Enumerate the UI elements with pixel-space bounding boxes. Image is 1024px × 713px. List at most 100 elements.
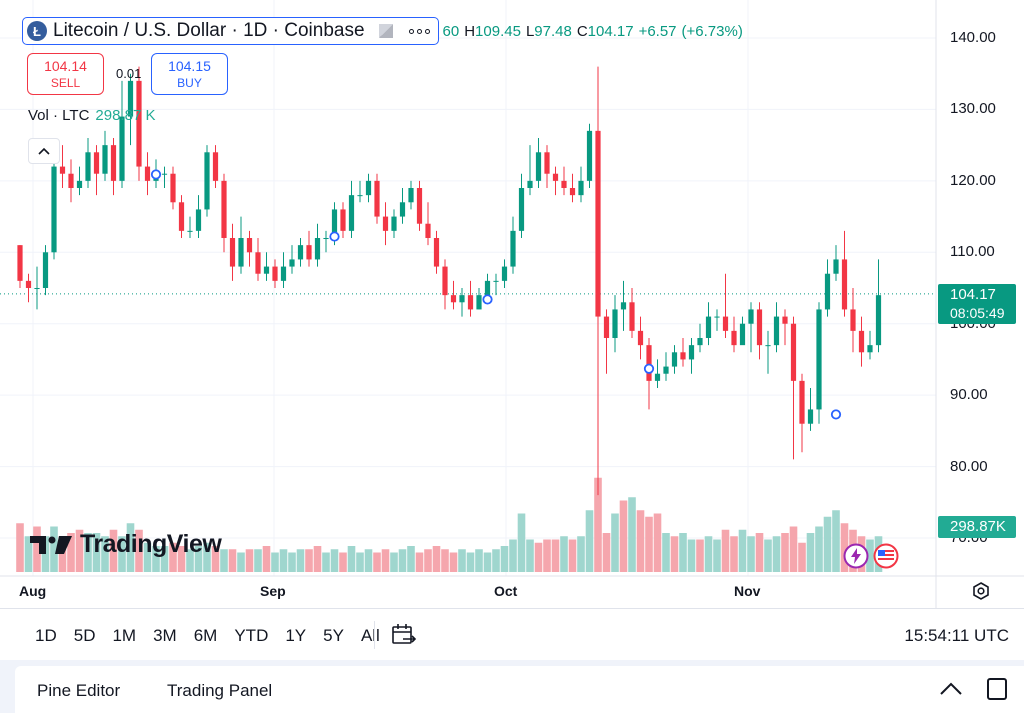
volume-bar <box>339 552 347 572</box>
volume-bar <box>687 539 696 572</box>
volume-bar <box>262 546 271 572</box>
symbol-title[interactable]: Litecoin / U.S. Dollar · 1D · Coinbase <box>53 20 365 41</box>
candle-body <box>875 295 882 346</box>
volume-bar <box>806 533 815 572</box>
volume-bar <box>543 539 551 572</box>
candle-body <box>195 209 202 231</box>
candle-body <box>578 180 584 196</box>
price-axis-label: 110.00 <box>950 243 995 261</box>
range-button[interactable]: All <box>360 626 380 645</box>
candle-body <box>178 202 185 231</box>
candle-body <box>731 330 737 346</box>
candle-body <box>527 180 533 189</box>
close-key: C <box>576 22 588 40</box>
buy-button[interactable]: 104.15 BUY <box>151 53 228 95</box>
volume-bar <box>254 549 262 572</box>
volume-bar <box>866 539 874 572</box>
candle-body <box>688 345 695 360</box>
price-chart[interactable] <box>0 0 1024 608</box>
volume-bar <box>492 549 500 572</box>
legend-bar: Ł Litecoin / U.S. Dollar · 1D · Coinbase… <box>22 16 743 46</box>
candle-body <box>739 323 746 346</box>
tab-pine-editor[interactable]: Pine Editor <box>37 681 121 700</box>
candle-body <box>765 345 771 347</box>
volume-bar <box>560 536 568 572</box>
spread-value: 0.01 <box>116 66 142 81</box>
candle-body <box>807 409 814 424</box>
volume-bar <box>662 533 670 572</box>
last-price: 104.17 <box>950 286 996 303</box>
go-to-date-calendar-icon[interactable] <box>391 623 417 647</box>
volume-bar <box>24 536 33 572</box>
events-lightning-icon[interactable] <box>843 543 869 569</box>
range-button[interactable]: 5D <box>73 626 96 645</box>
volume-bar <box>432 546 441 572</box>
candle-body <box>450 295 457 303</box>
candle-body <box>833 259 839 274</box>
symbol-selector[interactable]: Ł Litecoin / U.S. Dollar · 1D · Coinbase <box>22 17 439 45</box>
range-button[interactable]: 3M <box>153 626 177 645</box>
volume-bar <box>458 549 466 572</box>
range-button[interactable]: YTD <box>234 626 269 645</box>
volume-bar <box>466 552 475 572</box>
range-button[interactable]: 1M <box>112 626 137 645</box>
price-axis-label: 130.00 <box>950 100 996 118</box>
range-buttons: 1D 5D 1M 3M 6M YTD 1Y 5Y All <box>35 626 397 646</box>
candle-body <box>637 330 644 346</box>
candle-body <box>374 180 380 217</box>
candle-body <box>705 316 712 339</box>
settings-hexagon-icon[interactable] <box>970 580 992 602</box>
volume-bar <box>636 510 645 572</box>
volume-bar <box>415 552 424 572</box>
sell-button[interactable]: 104.14 SELL <box>27 53 104 95</box>
market-flag-icon <box>378 24 393 38</box>
candle-body <box>59 166 66 174</box>
candle-body <box>620 302 627 310</box>
chart-panel[interactable]: Ł Litecoin / U.S. Dollar · 1D · Coinbase… <box>0 0 1024 608</box>
volume-bar <box>568 539 577 572</box>
candle-body <box>340 209 346 231</box>
candle-body <box>85 152 91 181</box>
event-marker-icon <box>482 294 493 305</box>
volume-label: Vol · LTC <box>28 107 90 124</box>
candle-body <box>408 188 414 203</box>
range-button[interactable]: 6M <box>193 626 218 645</box>
maximize-panel-icon[interactable] <box>987 678 1007 700</box>
collapse-legend-button[interactable] <box>28 138 60 164</box>
candle-body <box>680 352 686 360</box>
price-axis-label: 120.00 <box>950 171 996 189</box>
volume-legend[interactable]: Vol · LTC 298.87 K <box>28 107 155 124</box>
candle-body <box>297 245 304 260</box>
volume-bar <box>169 542 177 572</box>
candle-body <box>790 323 797 381</box>
range-button[interactable]: 1Y <box>285 626 307 645</box>
event-marker-icon <box>643 363 655 374</box>
volume-bar <box>194 546 203 572</box>
expand-panel-chevron-up-icon[interactable] <box>939 681 963 697</box>
price-axis-label: 140.00 <box>950 29 996 46</box>
volume-bar <box>798 542 806 572</box>
volume-bar <box>696 539 704 572</box>
utc-clock[interactable]: 15:54:11 UTC <box>904 626 1009 645</box>
volume-bar <box>483 552 492 572</box>
candle-body <box>357 195 363 197</box>
range-button[interactable]: 5Y <box>323 626 344 645</box>
volume-bar <box>373 552 381 572</box>
volume-bar <box>220 549 228 572</box>
candle-body <box>714 316 720 318</box>
candle-body <box>34 288 40 290</box>
more-options-icon[interactable] <box>407 24 432 38</box>
litecoin-logo-icon: Ł <box>27 21 47 41</box>
range-button[interactable]: 1D <box>35 626 57 645</box>
tradingview-logo[interactable]: TradingView <box>30 530 222 559</box>
event-marker-icon <box>830 409 842 420</box>
event-marker-icon <box>329 231 340 242</box>
volume-bar <box>509 539 517 572</box>
tab-trading-panel[interactable]: Trading Panel <box>167 681 273 700</box>
candle-body <box>433 238 440 267</box>
us-economic-event-icon[interactable] <box>873 543 899 569</box>
volume-bar <box>577 536 585 572</box>
candle-body <box>306 245 312 260</box>
candle-body <box>442 266 448 296</box>
close-value: 104.17 <box>587 22 634 40</box>
